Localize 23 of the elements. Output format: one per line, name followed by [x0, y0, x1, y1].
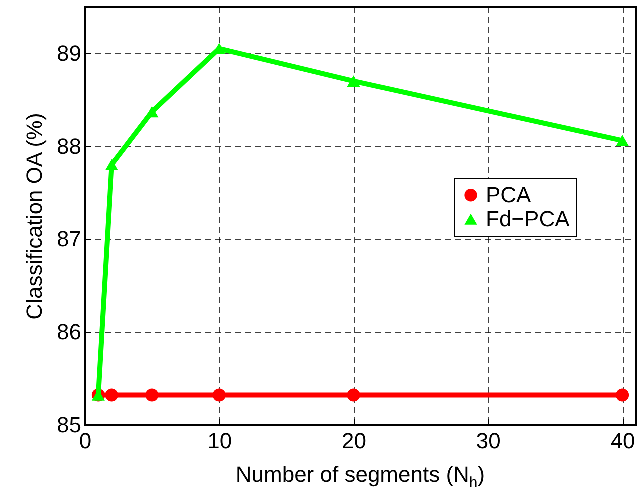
y-tick-label: 85	[57, 412, 82, 438]
legend-label: PCA	[486, 182, 532, 208]
x-tick-label: 30	[476, 428, 501, 454]
point	[105, 388, 118, 402]
y-tick-label: 88	[57, 134, 82, 159]
point	[146, 388, 159, 402]
y-tick-label: 87	[57, 226, 82, 252]
point	[616, 135, 630, 146]
y-tick-label: 89	[57, 40, 82, 66]
x-axis-title: Number of segments (N$_{h}$)	[234, 462, 486, 492]
x-tick-label: 40	[610, 428, 636, 454]
x-tick-label: 10	[208, 428, 232, 454]
point	[105, 159, 118, 171]
point	[347, 76, 360, 87]
point	[146, 106, 159, 118]
x-tick-label: 0	[79, 428, 92, 454]
point	[616, 388, 630, 402]
legend-label: Fd−PCA	[486, 206, 570, 232]
y-tick-label: 86	[57, 320, 82, 345]
x-tick-label: 20	[342, 428, 367, 454]
y-axis-title: Classification OA (%)	[22, 113, 48, 320]
point	[212, 388, 226, 402]
point	[347, 388, 360, 402]
